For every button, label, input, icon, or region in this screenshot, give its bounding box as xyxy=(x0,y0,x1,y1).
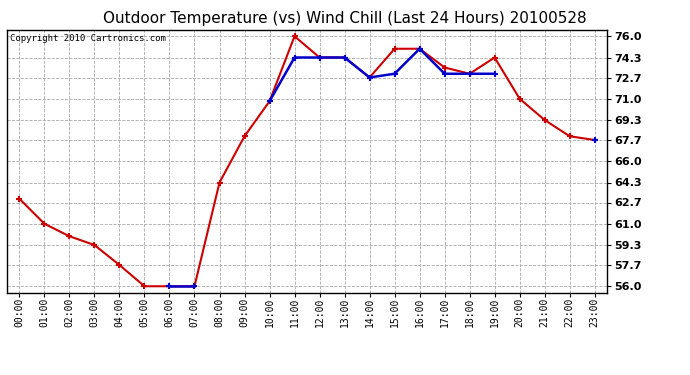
Text: Outdoor Temperature (vs) Wind Chill (Last 24 Hours) 20100528: Outdoor Temperature (vs) Wind Chill (Las… xyxy=(104,11,586,26)
Text: Copyright 2010 Cartronics.com: Copyright 2010 Cartronics.com xyxy=(10,34,166,43)
